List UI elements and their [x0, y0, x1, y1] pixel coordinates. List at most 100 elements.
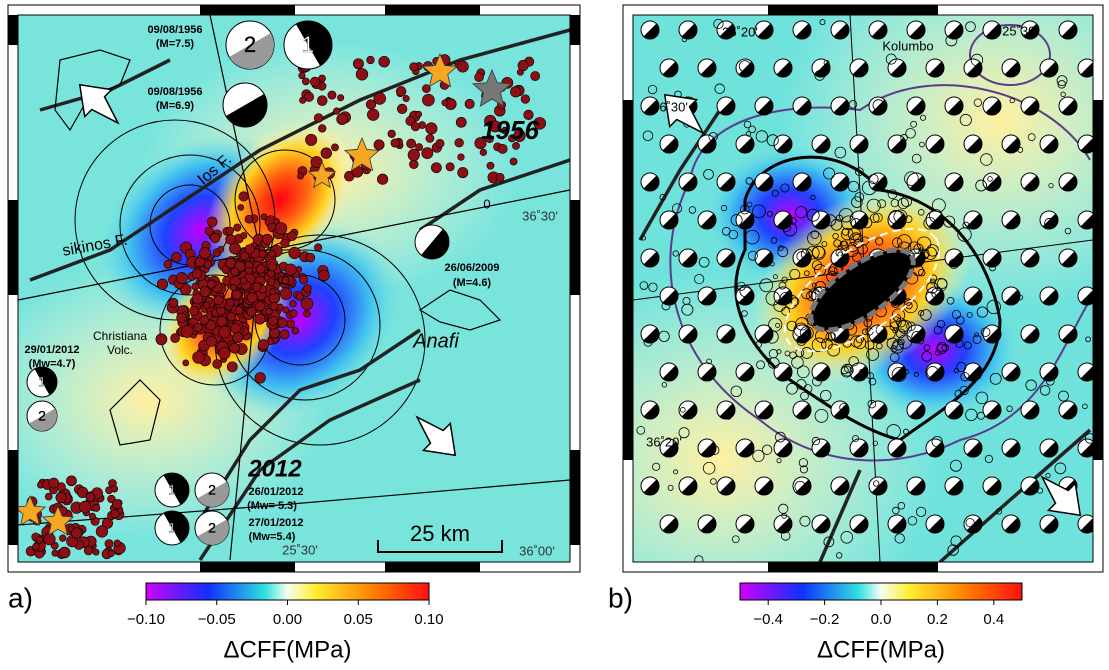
beachball-label: 2	[208, 482, 216, 498]
beachball-quadrant	[1023, 403, 1039, 419]
earthquake	[890, 198, 899, 208]
beachball-quadrant	[833, 479, 849, 495]
earthquake	[855, 335, 864, 344]
earthquake	[217, 245, 225, 253]
beachball-quadrant	[776, 365, 792, 381]
earthquake	[741, 310, 748, 317]
earthquake	[378, 55, 390, 68]
earthquake	[873, 480, 880, 487]
earthquake	[840, 227, 854, 241]
earthquake	[238, 191, 249, 202]
earthquake	[163, 259, 173, 269]
earthquake	[806, 208, 820, 222]
beachball-quadrant	[719, 23, 735, 39]
beachball-quadrant	[776, 213, 793, 229]
beachball-quadrant	[1080, 137, 1093, 153]
beachball-quadrant	[757, 251, 774, 267]
beachball-quadrant	[225, 94, 267, 127]
earthquake	[921, 351, 933, 362]
earthquake	[975, 179, 988, 192]
earthquake	[851, 196, 863, 208]
earthquake	[254, 372, 266, 384]
earthquake	[844, 364, 854, 374]
earthquake	[738, 60, 751, 73]
beachball-quadrant	[1004, 441, 1020, 457]
beachball-quadrant	[163, 511, 189, 543]
earthquake	[780, 531, 791, 541]
earthquake	[789, 351, 797, 360]
earthquake	[32, 542, 40, 551]
earthquake	[261, 233, 273, 245]
earthquake	[279, 329, 290, 340]
earthquake	[240, 232, 248, 240]
earthquake	[203, 301, 211, 309]
beachball-quadrant	[1061, 175, 1077, 191]
rupture-outline	[783, 227, 941, 353]
beachball-quadrant	[947, 99, 964, 116]
earthquake	[111, 499, 122, 510]
earthquake	[784, 294, 799, 309]
event-magnitude: (M=4.6)	[453, 277, 492, 289]
earthquake	[314, 243, 323, 252]
earthquake	[778, 281, 787, 290]
beachball-quadrant	[1061, 251, 1077, 267]
earthquake	[702, 461, 716, 475]
beachball-quadrant	[1042, 441, 1058, 457]
earthquake	[373, 139, 385, 151]
earthquake	[171, 251, 182, 263]
earthquake	[872, 440, 878, 446]
earthquake	[192, 351, 205, 364]
focal-mechanisms: 2 1 1 2 1 2 1 2	[18, 20, 513, 546]
earthquake	[949, 459, 962, 472]
beachball-quadrant	[1042, 365, 1058, 381]
earthquake	[855, 167, 864, 176]
colorbar-tick-label: 0.00	[273, 611, 302, 628]
earthquake	[875, 237, 884, 246]
beachball-quadrant	[197, 481, 229, 507]
epicenter-star	[41, 504, 75, 536]
beachball-quadrant	[1042, 289, 1058, 305]
earthquake	[318, 269, 330, 282]
earthquake	[848, 356, 859, 367]
beachball-quadrant	[985, 251, 1002, 267]
earthquake	[863, 318, 873, 328]
earthquake	[395, 86, 407, 97]
beachball-quadrant	[34, 367, 57, 395]
earthquake	[892, 327, 899, 334]
earthquake	[743, 120, 752, 129]
earthquake	[923, 246, 937, 260]
earthquake	[286, 319, 296, 329]
beachball-quadrant	[719, 175, 736, 191]
earthquake	[336, 113, 348, 125]
earthquake	[954, 389, 963, 398]
event-magnitude: (Mw=5.4)	[249, 531, 296, 543]
earthquake	[989, 264, 996, 272]
beachball-quadrant	[681, 327, 698, 343]
beachball-quadrant	[229, 33, 274, 69]
earthquake	[721, 226, 731, 236]
beachball-quadrant	[29, 408, 57, 432]
beachball-label: 2	[244, 32, 256, 57]
earthquake	[1036, 487, 1044, 494]
earthquake	[88, 512, 96, 520]
map-a: 2 1 1 2 1 2 1 2	[18, 15, 570, 562]
earthquake	[889, 352, 900, 363]
earthquake	[903, 299, 918, 314]
earthquake	[804, 258, 809, 264]
beachball-quadrant	[1023, 251, 1039, 267]
beachball-quadrant	[662, 289, 679, 306]
beachball-quadrant	[1042, 61, 1058, 77]
earthquake	[268, 315, 279, 326]
colorbar-title: ΔCFF(MPa)	[223, 636, 351, 663]
event-date: 26/06/2009	[444, 262, 499, 274]
earthquake	[868, 377, 877, 386]
earthquake	[786, 382, 798, 395]
beachball-quadrant	[643, 175, 659, 192]
earthquake	[639, 281, 649, 290]
earthquake	[918, 310, 925, 317]
earthquake	[225, 257, 236, 269]
earthquake	[267, 262, 277, 272]
earthquake	[920, 309, 932, 321]
earthquake	[641, 235, 646, 241]
earthquake	[269, 288, 277, 295]
